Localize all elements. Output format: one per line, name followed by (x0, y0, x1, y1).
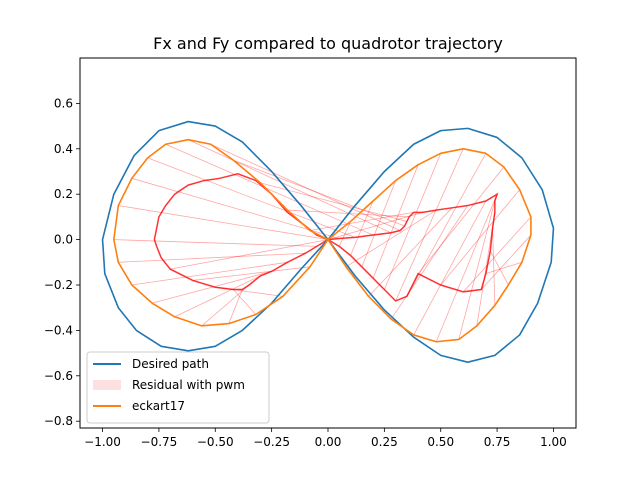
residual-connector (309, 211, 414, 231)
residual-connector (118, 252, 306, 263)
residual-connector (165, 143, 374, 236)
residual-connector (492, 228, 496, 306)
y-tick-label: 0.6 (54, 96, 73, 110)
y-tick-label: −0.8 (44, 414, 73, 428)
chart-title: Fx and Fy compared to quadrotor trajecto… (153, 34, 503, 53)
y-axis: −0.8 −0.6 −0.4 −0.2 0.0 0.2 0.4 0.6 (44, 96, 80, 428)
residual-connector (131, 177, 340, 239)
residual-connector (350, 200, 374, 256)
residual-connector (131, 261, 288, 286)
residual-connector (192, 266, 311, 281)
y-tick-label: 0.4 (54, 142, 73, 156)
y-tick-label: 0.2 (54, 187, 73, 201)
residual-connector (458, 200, 496, 340)
x-axis: −1.00 −0.75 −0.50 −0.25 0.00 0.25 0.50 0.75 1.00 (84, 428, 567, 449)
residual-connector (361, 180, 397, 267)
residual-connector (147, 157, 356, 238)
y-tick-label: −0.6 (44, 369, 73, 383)
residual-layer (113, 139, 532, 342)
x-tick-label: −0.50 (197, 435, 234, 449)
y-tick-label: −0.4 (44, 323, 73, 337)
legend-label: eckart17 (132, 399, 185, 413)
residual-connector (327, 211, 423, 240)
x-tick-label: −0.25 (253, 435, 290, 449)
x-tick-label: 0.50 (427, 435, 454, 449)
residual-connector (481, 234, 532, 290)
residual-connector (417, 166, 505, 274)
residual-connector (372, 164, 419, 279)
residual-connector (152, 270, 272, 304)
residual-connector (233, 289, 257, 315)
residual-connector (395, 148, 464, 302)
x-tick-label: −0.75 (141, 435, 178, 449)
x-tick-label: 0.00 (315, 435, 342, 449)
x-tick-label: −1.00 (84, 435, 121, 449)
legend-box (86, 351, 270, 424)
series-eckart17 (113, 138, 532, 343)
residual-connector (413, 200, 487, 336)
residual-connector (440, 189, 520, 286)
residual-connector (260, 182, 408, 222)
series-residual-path (153, 172, 499, 302)
legend-swatch-residual (93, 380, 121, 390)
legend: Desired path Residual with pwm eckart17 (86, 351, 270, 424)
residual-connector (201, 284, 250, 327)
residual-connector (406, 153, 487, 297)
residual-connector (174, 275, 261, 318)
lines-layer (101, 120, 555, 363)
residual-connector (118, 205, 329, 240)
residual-connector (345, 209, 437, 268)
residual-connector (170, 239, 329, 270)
residual-connector (338, 221, 351, 247)
residual-connector (228, 289, 243, 324)
residual-connector (462, 216, 532, 293)
residual-connector (435, 194, 498, 342)
y-tick-label: −0.2 (44, 278, 73, 292)
residual-connector (390, 205, 469, 320)
x-tick-label: 1.00 (540, 435, 567, 449)
legend-label: Desired path (132, 357, 209, 371)
residual-connector (188, 139, 392, 234)
legend-label: Residual with pwm (132, 378, 245, 392)
x-tick-label: 0.25 (371, 435, 398, 449)
y-tick-label: 0.0 (54, 233, 73, 247)
residual-connector (233, 159, 405, 227)
residual-connector (210, 143, 401, 231)
residual-connector (489, 250, 509, 286)
x-tick-label: 0.75 (484, 435, 511, 449)
residual-connector (368, 207, 453, 297)
residual-connector (113, 239, 317, 247)
residual-connector (485, 261, 523, 275)
residual-connector (383, 153, 442, 290)
